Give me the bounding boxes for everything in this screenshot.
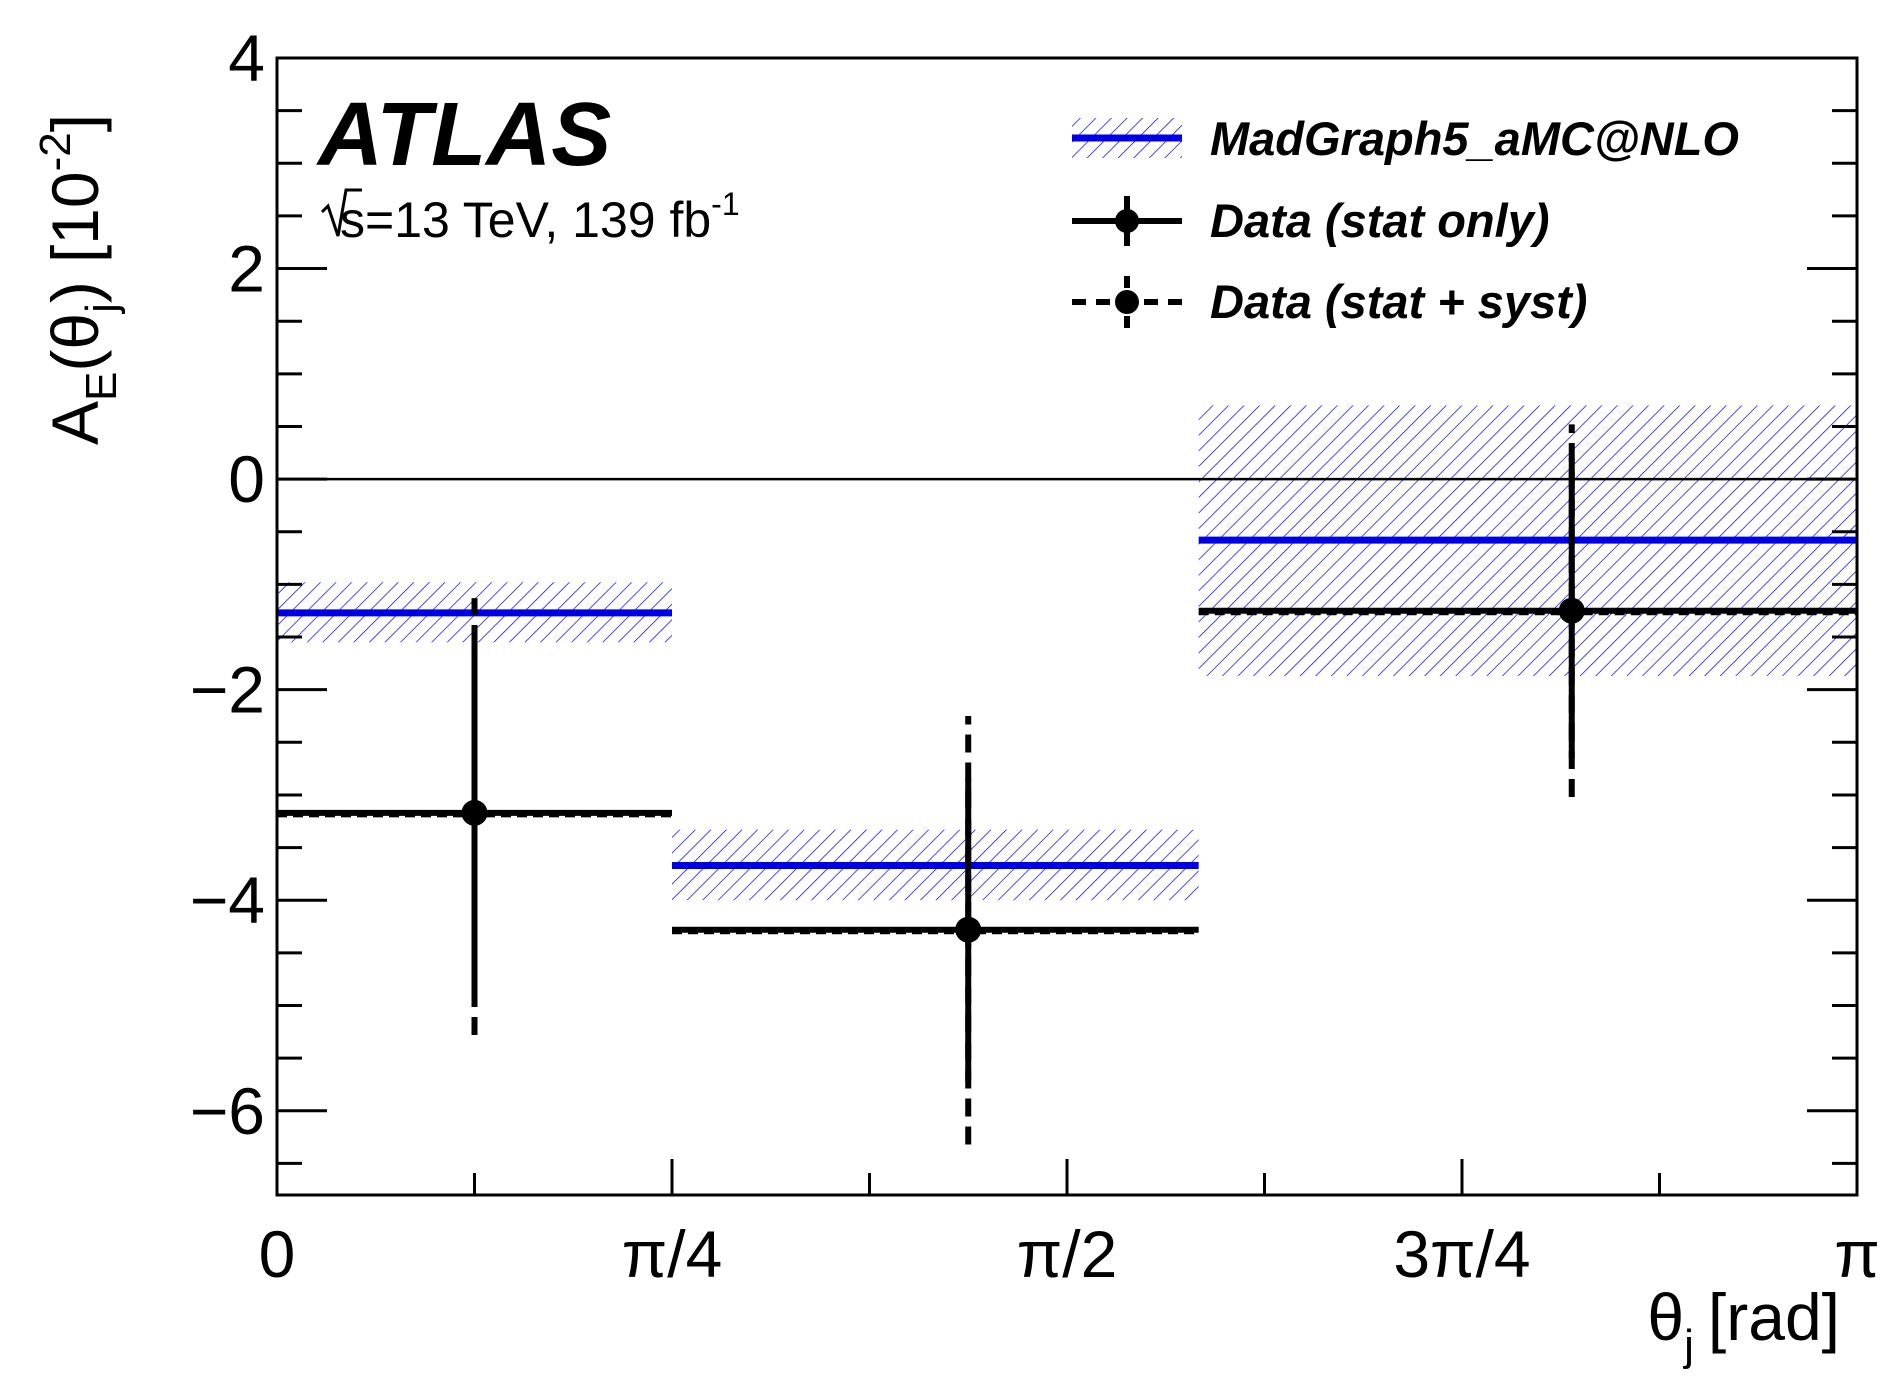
y-axis-A: A <box>38 401 112 445</box>
y-axis-open: (θ <box>38 313 112 372</box>
axis-ticks <box>275 56 1859 1195</box>
x-axis-unit: [rad] <box>1708 1280 1840 1354</box>
y-axis-exp: -2 <box>31 132 80 171</box>
subtitle-text: s=13 TeV, 139 fb <box>340 192 711 248</box>
legend-syst-marker <box>1115 290 1139 314</box>
legend-label-syst: Data (stat + syst) <box>1210 275 1587 328</box>
legend-label-stat: Data (stat only) <box>1210 194 1550 247</box>
x-axis-symbol: θ <box>1647 1280 1684 1354</box>
y-tick-label-0: 4 <box>228 21 265 95</box>
data-marker-1 <box>955 916 982 943</box>
x-axis-subscript: j <box>1682 1321 1694 1370</box>
y-tick-label-5: −6 <box>190 1074 265 1148</box>
data-points <box>277 424 1857 1145</box>
legend-entry-prediction: MadGraph5_aMC@NLO <box>1072 112 1739 165</box>
y-axis-sub-j: j <box>77 303 126 315</box>
y-axis-title: AE(θj) [10-2] <box>31 114 126 445</box>
y-axis-bracket: ] <box>38 114 112 132</box>
y-tick-label-1: 2 <box>228 232 265 306</box>
x-tick-label-0: 0 <box>259 1217 296 1291</box>
data-marker-0 <box>461 799 488 826</box>
y-tick-label-2: 0 <box>228 442 265 516</box>
x-axis-title: θj [rad] <box>1647 1280 1840 1370</box>
legend: MadGraph5_aMC@NLO Data (stat only) Data … <box>1072 112 1739 328</box>
axis-tick-labels: 4 2 0 −2 −4 −6 0 π/4 π/2 3π/4 π <box>190 21 1880 1291</box>
legend-label-prediction: MadGraph5_aMC@NLO <box>1210 112 1739 165</box>
legend-entry-syst: Data (stat + syst) <box>1072 275 1587 328</box>
x-tick-label-3: 3π/4 <box>1393 1217 1530 1291</box>
sqrt-symbol <box>320 188 362 237</box>
legend-entry-stat: Data (stat only) <box>1072 194 1550 247</box>
experiment-label: ATLAS <box>316 85 611 185</box>
y-axis-sub-E: E <box>77 372 126 401</box>
y-tick-label-3: −2 <box>190 653 265 727</box>
data-marker-2 <box>1558 597 1585 624</box>
legend-stat-marker <box>1115 209 1139 233</box>
y-axis-scale: [10 <box>38 171 112 263</box>
subtitle: s=13 TeV, 139 fb-1 <box>320 186 740 248</box>
x-tick-label-2: π/2 <box>1017 1217 1118 1291</box>
subtitle-superscript: -1 <box>711 186 739 222</box>
x-tick-label-1: π/4 <box>622 1217 723 1291</box>
svg-text:s=13 TeV, 139 fb-1: s=13 TeV, 139 fb-1 <box>340 186 740 248</box>
y-axis-close: ) <box>38 281 112 303</box>
y-tick-label-4: −4 <box>190 863 265 937</box>
x-tick-label-4: π <box>1834 1217 1880 1291</box>
